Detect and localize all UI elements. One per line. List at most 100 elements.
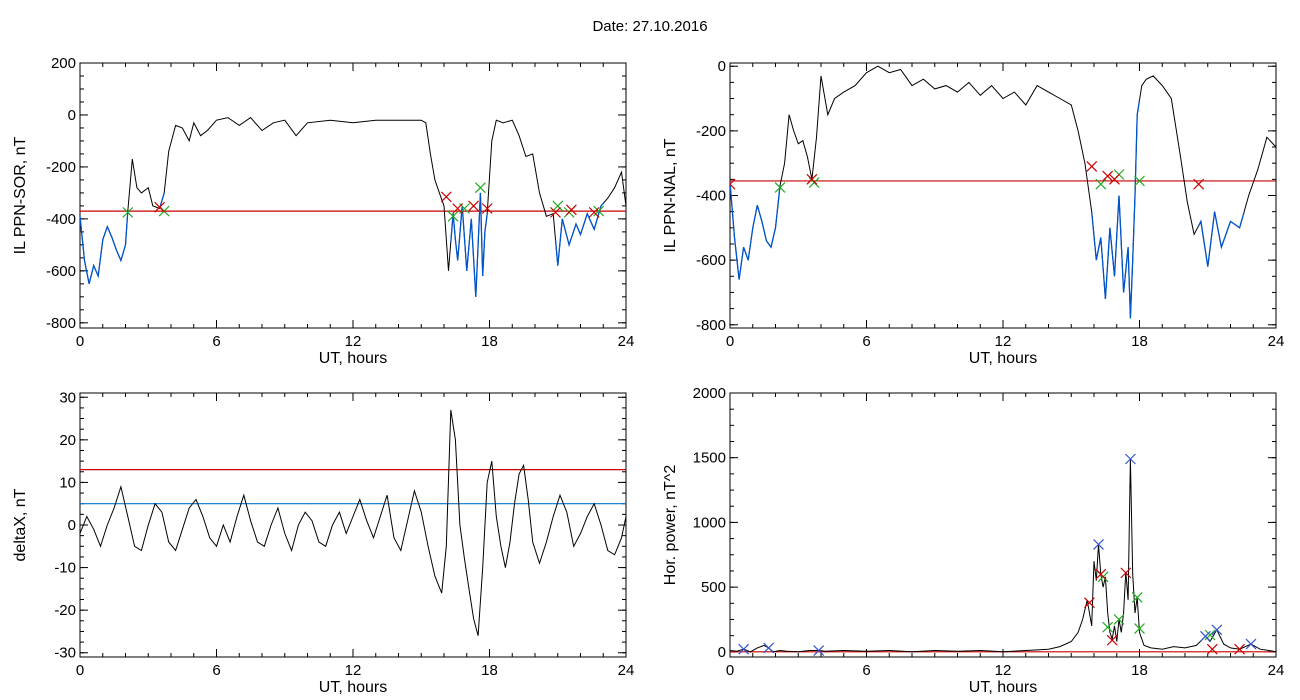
end-marker — [1102, 170, 1114, 182]
peak-marker — [1093, 538, 1104, 550]
x-tick-label: 12 — [995, 333, 1012, 350]
series-line — [730, 65, 1276, 319]
x-tick-label: 0 — [726, 333, 734, 350]
end-marker — [588, 206, 600, 218]
x-tick-label: 12 — [345, 662, 362, 679]
peak-marker — [1200, 630, 1211, 642]
plot-frame — [729, 62, 1277, 329]
y-tick-label: 0 — [718, 644, 726, 661]
start-marker — [447, 210, 459, 222]
end-marker — [468, 200, 479, 212]
end-marker — [1109, 173, 1120, 185]
plot-frame — [79, 62, 627, 329]
event-segment — [554, 202, 604, 266]
y-tick-label: -200 — [46, 159, 76, 176]
y-tick-label: 2000 — [693, 385, 726, 402]
x-tick-label: 6 — [862, 333, 870, 350]
start-marker — [1134, 175, 1145, 187]
start-marker — [1095, 178, 1107, 190]
series-line — [80, 116, 626, 297]
y-tick-label: 200 — [51, 55, 76, 72]
end-marker — [806, 173, 818, 185]
end-marker — [481, 203, 493, 214]
y-tick-label: 500 — [701, 579, 726, 596]
y-axis-label: IL PPN-NAL, nT — [662, 138, 679, 252]
panel-nal: 0 6 12 18 24 0 -200 -400 -600 -800 UT, hours IL PPN… — [662, 58, 1284, 367]
start-marker — [1102, 621, 1114, 633]
y-tick-label: 0 — [68, 517, 76, 534]
y-tick-label: 0 — [718, 58, 726, 75]
event-segment — [730, 182, 781, 280]
end-marker — [730, 178, 736, 190]
y-tick-label: -400 — [46, 211, 76, 228]
event-segment — [1091, 100, 1141, 319]
y-tick-label: 30 — [59, 389, 76, 406]
x-tick-label: 6 — [212, 333, 220, 350]
panel-power: 0 6 12 18 24 2000 1500 1000 500 0 UT, hours Hor. po… — [662, 385, 1284, 696]
start-marker — [122, 206, 134, 218]
end-marker — [1095, 568, 1107, 580]
start-marker — [1113, 614, 1125, 625]
y-axis-label: deltaX, nT — [12, 488, 29, 561]
peak-marker — [1245, 638, 1257, 650]
plot-frame — [79, 392, 627, 658]
panel-sor: 0 6 12 18 24 200 0 -200 -400 -600 -800 UT, hours IL … — [12, 55, 634, 367]
end-marker — [1106, 634, 1118, 646]
y-tick-label: -10 — [54, 560, 76, 577]
end-marker — [440, 191, 452, 203]
x-tick-label: 0 — [726, 662, 734, 679]
end-marker — [1234, 643, 1246, 655]
start-marker — [774, 181, 786, 193]
x-axis-label: UT, hours — [319, 679, 387, 696]
y-tick-label: 1000 — [693, 514, 726, 531]
start-marker — [552, 200, 564, 212]
end-marker — [1084, 597, 1095, 609]
x-tick-label: 6 — [862, 662, 870, 679]
x-tick-label: 18 — [481, 333, 498, 350]
x-axis-label: UT, hours — [969, 350, 1037, 367]
y-tick-label: -600 — [696, 252, 726, 269]
y-tick-label: -400 — [696, 188, 726, 205]
page-title: Date: 27.10.2016 — [592, 18, 708, 35]
peak-marker — [1211, 624, 1223, 636]
end-marker — [565, 204, 577, 216]
y-tick-label: -30 — [54, 645, 76, 662]
x-axis-label: UT, hours — [319, 350, 387, 367]
x-tick-label: 24 — [1268, 333, 1285, 350]
y-tick-label: 1500 — [693, 450, 726, 467]
end-marker — [1086, 160, 1098, 172]
end-marker — [550, 206, 561, 218]
y-axis-label: Hor. power, nT^2 — [662, 465, 679, 586]
x-tick-label: 24 — [1268, 662, 1285, 679]
x-tick-label: 18 — [1131, 662, 1148, 679]
y-tick-label: 20 — [59, 432, 76, 449]
x-tick-label: 24 — [618, 333, 635, 350]
peak-marker — [738, 643, 750, 655]
end-marker — [1120, 567, 1132, 579]
start-marker — [474, 182, 486, 194]
y-tick-label: -20 — [54, 602, 76, 619]
x-tick-label: 18 — [1131, 333, 1148, 350]
plot-area — [80, 116, 626, 297]
y-tick-label: -800 — [46, 315, 76, 332]
peak-marker — [813, 645, 825, 656]
y-tick-label: 0 — [68, 107, 76, 124]
series-line — [80, 409, 626, 636]
x-tick-label: 12 — [345, 333, 362, 350]
plot-area — [730, 453, 1276, 656]
y-axis-label: IL PPN-SOR, nT — [12, 136, 29, 254]
start-marker — [1131, 592, 1143, 603]
plot-frame — [729, 392, 1277, 658]
end-marker — [154, 201, 166, 213]
event-segment — [80, 211, 129, 284]
x-tick-label: 18 — [481, 662, 498, 679]
series-line — [730, 458, 1276, 653]
start-marker — [1134, 623, 1145, 634]
event-segment — [1198, 211, 1245, 267]
x-tick-label: 24 — [618, 662, 635, 679]
plot-area — [730, 65, 1276, 319]
start-marker — [808, 177, 820, 188]
x-tick-label: 0 — [76, 662, 84, 679]
plot-area — [80, 409, 626, 636]
